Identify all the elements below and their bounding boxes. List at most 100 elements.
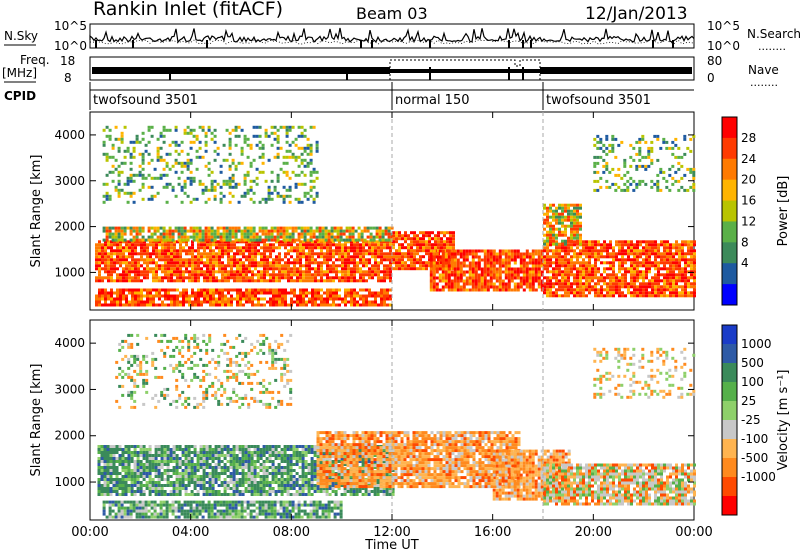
range-time-cell	[128, 276, 131, 280]
range-time-cell	[645, 282, 648, 286]
range-time-cell	[215, 261, 218, 265]
range-time-cell	[124, 472, 128, 475]
range-time-cell	[570, 212, 573, 216]
range-time-cell	[561, 230, 564, 234]
range-time-cell	[567, 270, 570, 274]
range-time-cell	[558, 212, 561, 216]
range-time-cell	[290, 246, 293, 250]
range-time-cell	[228, 182, 232, 186]
range-time-cell	[98, 303, 101, 307]
range-time-cell	[140, 240, 143, 244]
range-time-cell	[132, 238, 136, 242]
range-time-cell	[645, 264, 648, 268]
range-time-cell	[686, 167, 690, 171]
range-time-cell	[642, 264, 645, 268]
range-time-cell	[453, 255, 457, 259]
range-time-cell	[675, 267, 678, 271]
range-time-cell	[133, 469, 137, 472]
range-time-cell	[537, 252, 541, 256]
range-time-cell	[263, 258, 266, 262]
range-time-cell	[135, 137, 139, 141]
range-time-cell	[100, 469, 104, 472]
range-time-cell	[228, 167, 232, 171]
range-time-cell	[204, 200, 208, 204]
range-time-cell	[138, 188, 142, 192]
range-time-cell	[633, 294, 636, 298]
range-time-cell	[615, 276, 618, 280]
range-time-cell	[221, 279, 224, 283]
range-time-cell	[173, 249, 176, 253]
range-time-cell	[650, 185, 654, 189]
range-time-cell	[167, 258, 170, 262]
range-time-cell	[213, 140, 217, 144]
range-time-cell	[97, 493, 101, 496]
range-time-cell	[626, 170, 630, 174]
range-time-cell	[437, 258, 440, 262]
range-time-cell	[121, 490, 125, 493]
range-time-cell	[299, 243, 302, 247]
range-time-cell	[164, 294, 167, 298]
range-time-cell	[197, 270, 200, 274]
range-time-cell	[570, 230, 573, 234]
range-time-cell	[456, 270, 460, 274]
range-time-cell	[131, 300, 134, 304]
range-time-cell	[140, 264, 143, 268]
range-time-cell	[419, 267, 422, 271]
range-time-cell	[157, 454, 161, 457]
range-time-cell	[552, 276, 555, 280]
range-time-cell	[588, 276, 591, 280]
range-time-cell	[270, 170, 274, 174]
range-time-cell	[178, 448, 182, 451]
range-time-cell	[353, 267, 356, 271]
range-time-cell	[98, 288, 101, 292]
range-time-cell	[368, 240, 371, 244]
range-time-cell	[302, 249, 305, 253]
range-time-cell	[266, 246, 269, 250]
range-time-cell	[647, 152, 651, 156]
range-time-cell	[462, 252, 466, 256]
range-time-cell	[119, 261, 122, 265]
range-time-cell	[174, 140, 178, 144]
range-time-cell	[635, 164, 639, 168]
range-time-cell	[141, 197, 145, 201]
range-time-cell	[492, 255, 496, 259]
range-time-cell	[626, 188, 630, 192]
range-time-cell	[164, 246, 167, 250]
range-time-cell	[129, 229, 133, 233]
range-time-cell	[231, 176, 235, 180]
range-time-cell	[552, 224, 555, 228]
range-time-cell	[279, 146, 283, 150]
range-time-cell	[139, 445, 143, 448]
range-time-cell	[185, 276, 188, 280]
range-time-cell	[160, 493, 164, 496]
range-time-cell	[239, 258, 242, 262]
y-axis-label: Slant Range [km]	[29, 155, 44, 268]
range-time-cell	[111, 238, 115, 242]
range-time-cell	[239, 240, 242, 244]
range-time-cell	[112, 454, 116, 457]
range-time-cell	[296, 276, 299, 280]
range-time-cell	[462, 255, 466, 259]
range-time-cell	[359, 261, 362, 265]
range-time-cell	[356, 246, 359, 250]
range-time-cell	[263, 303, 266, 307]
range-time-cell	[662, 137, 666, 141]
range-time-cell	[567, 236, 570, 240]
nsky-trace	[89, 27, 695, 44]
range-time-cell	[222, 143, 226, 147]
range-time-cell	[95, 303, 98, 307]
range-time-cell	[416, 237, 419, 241]
range-time-cell	[359, 249, 362, 253]
range-time-cell	[444, 270, 448, 274]
range-time-cell	[465, 279, 469, 283]
range-time-cell	[276, 235, 280, 239]
range-time-cell	[435, 261, 439, 265]
range-time-cell	[495, 255, 499, 259]
range-time-cell	[603, 240, 606, 244]
range-time-cell	[666, 270, 669, 274]
range-time-cell	[189, 131, 193, 135]
range-time-cell	[546, 236, 549, 240]
range-time-cell	[176, 276, 179, 280]
range-time-cell	[170, 258, 173, 262]
range-time-cell	[471, 276, 475, 280]
